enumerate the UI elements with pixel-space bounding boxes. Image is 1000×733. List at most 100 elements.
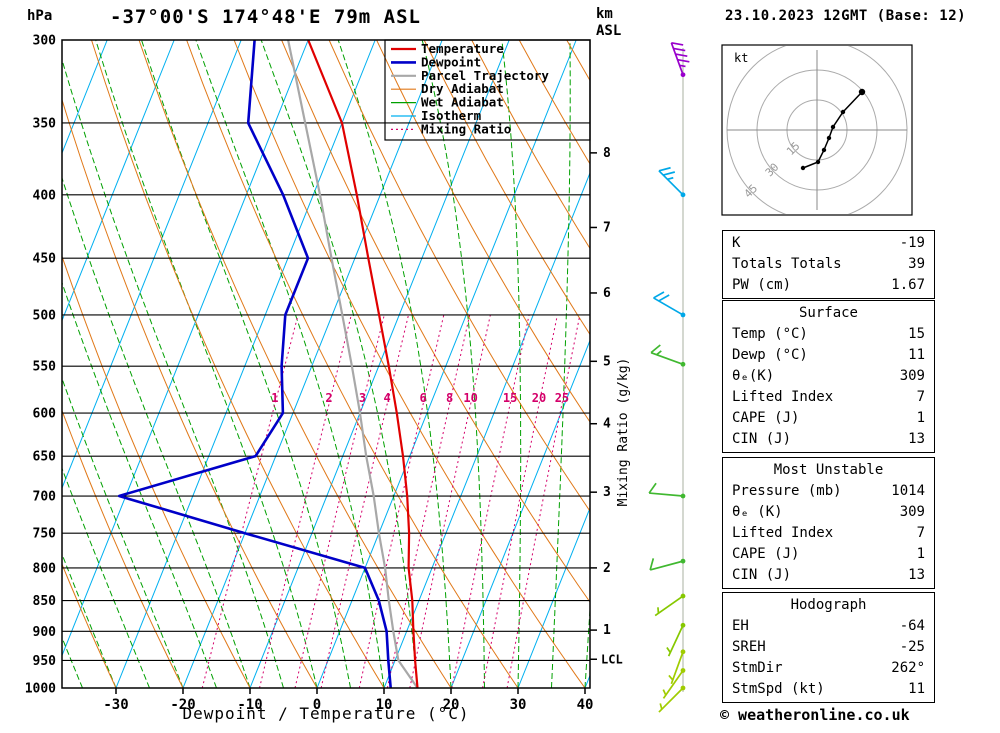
hodograph-point bbox=[821, 147, 827, 153]
x-axis-label: Dewpoint / Temperature (°C) bbox=[182, 704, 470, 723]
stat-value: 7 bbox=[916, 389, 925, 405]
temp-tick-label: -20 bbox=[170, 697, 195, 713]
mixing-ratio-label: 3 bbox=[359, 391, 366, 405]
stat-row: CAPE (J) 1 bbox=[723, 544, 934, 565]
km-tick-label: 8 bbox=[603, 146, 611, 161]
stat-label: StmDir bbox=[732, 660, 783, 676]
stat-row: Totals Totals 39 bbox=[723, 254, 934, 275]
panel-title: Most Unstable bbox=[773, 462, 884, 478]
lcl-label: LCL bbox=[601, 652, 623, 666]
stat-label: Pressure (mb) bbox=[732, 483, 842, 499]
stat-value: 1014 bbox=[891, 483, 925, 499]
stat-label: Lifted Index bbox=[732, 389, 834, 405]
km-tick-label: 6 bbox=[603, 286, 611, 301]
panel-title: Hodograph bbox=[790, 597, 867, 613]
hodograph-point bbox=[858, 88, 866, 96]
run-datetime: 23.10.2023 12GMT (Base: 12) bbox=[725, 8, 967, 24]
stat-value: 13 bbox=[908, 567, 925, 583]
hodograph-point bbox=[830, 124, 836, 130]
stat-value: 1 bbox=[916, 546, 925, 562]
mixing-ratio-lines bbox=[201, 314, 581, 688]
pressure-tick-label: 1000 bbox=[25, 682, 56, 697]
stat-row: Pressure (mb) 1014 bbox=[723, 481, 934, 502]
pressure-tick-label: 550 bbox=[33, 360, 57, 375]
stat-row: K -19 bbox=[723, 233, 934, 254]
mixing-ratio-axis-label: Mixing Ratio (g/kg) bbox=[616, 358, 631, 507]
stat-label: CIN (J) bbox=[732, 567, 792, 583]
height-axis-unit: km ASL bbox=[596, 6, 621, 40]
wind-barbs bbox=[648, 41, 690, 713]
mixing-ratio-label: 20 bbox=[532, 391, 546, 405]
mixing-ratio-label: 10 bbox=[463, 391, 477, 405]
hodograph-point bbox=[815, 159, 821, 165]
temp-tick-label: -10 bbox=[237, 697, 262, 713]
stat-value: -25 bbox=[899, 639, 925, 655]
temperature-line bbox=[307, 40, 419, 688]
legend-label: Dry Adiabat bbox=[421, 81, 504, 96]
stat-label: Temp (°C) bbox=[732, 326, 808, 342]
temp-tick-label: -30 bbox=[103, 697, 128, 713]
stat-label: SREH bbox=[732, 639, 766, 655]
legend-label: Wet Adiabat bbox=[421, 95, 504, 110]
stat-value: 262° bbox=[891, 660, 925, 676]
dewpoint-line bbox=[117, 40, 393, 688]
panel-title: Surface bbox=[798, 305, 858, 321]
stat-value: -64 bbox=[899, 618, 925, 634]
mixing-ratio-label: 6 bbox=[420, 391, 427, 405]
height-axis-unit-asl: ASL bbox=[596, 23, 622, 39]
stat-row: CAPE (J) 1 bbox=[723, 408, 934, 429]
stat-value: -19 bbox=[899, 235, 925, 251]
stat-row: Lifted Index 7 bbox=[723, 523, 934, 544]
legend-label: Dewpoint bbox=[421, 54, 481, 69]
legend-label: Parcel Trajectory bbox=[421, 68, 549, 83]
stat-label: θₑ(K) bbox=[732, 368, 775, 384]
temp-tick-label: 20 bbox=[443, 697, 460, 713]
isotherms bbox=[62, 40, 590, 688]
panel-hodograph: Hodograph EH -64 SREH -25 StmDir 262° StmSpd (k… bbox=[722, 592, 935, 703]
panel-most-unstable: Most Unstable Pressure (mb) 1014 θₑ (K) 309 L… bbox=[722, 457, 935, 589]
panel-indices: K -19 Totals Totals 39 PW (cm) 1.67 bbox=[722, 230, 935, 299]
hodograph-point bbox=[826, 135, 832, 141]
stat-value: 1.67 bbox=[891, 277, 925, 293]
mixing-ratio-label: 15 bbox=[503, 391, 517, 405]
stat-row: Temp (°C) 15 bbox=[723, 324, 934, 345]
temp-axis: -30 -20 -10 0 10 20 30 40 bbox=[103, 688, 593, 713]
mixing-ratio-label: 25 bbox=[555, 391, 569, 405]
stat-value: 1 bbox=[916, 410, 925, 426]
stat-value: 11 bbox=[908, 681, 925, 697]
stat-row: PW (cm) 1.67 bbox=[723, 275, 934, 296]
temp-tick-label: 40 bbox=[577, 697, 594, 713]
km-tick-label: 7 bbox=[603, 220, 611, 235]
stat-row: EH -64 bbox=[723, 616, 934, 637]
stat-value: 309 bbox=[899, 368, 925, 384]
stat-row: CIN (J) 13 bbox=[723, 429, 934, 450]
legend-label: Temperature bbox=[421, 41, 504, 56]
stat-row: StmDir 262° bbox=[723, 658, 934, 679]
stat-row: Lifted Index 7 bbox=[723, 387, 934, 408]
pressure-tick-label: 400 bbox=[33, 188, 57, 203]
km-tick-label: 4 bbox=[603, 417, 611, 432]
stat-label: CAPE (J) bbox=[732, 410, 800, 426]
hodograph-point bbox=[840, 109, 846, 115]
stat-label: K bbox=[732, 235, 741, 251]
stat-label: θₑ (K) bbox=[732, 504, 783, 520]
stat-row: Dewp (°C) 11 bbox=[723, 345, 934, 366]
stat-label: Dewp (°C) bbox=[732, 347, 808, 363]
km-tick-label: 3 bbox=[603, 485, 611, 500]
parcel-trajectory-line bbox=[287, 40, 419, 688]
temp-tick-label: 10 bbox=[376, 697, 393, 713]
mixing-ratio-label: 8 bbox=[446, 391, 453, 405]
station-title: -37°00'S 174°48'E 79m ASL bbox=[110, 6, 421, 28]
km-tick-label: 1 bbox=[603, 623, 611, 638]
wet-adiabats bbox=[62, 40, 590, 688]
height-axis: 8 7 6 5 4 3 2 1 LCL Mixing Ratio (g/kg) bbox=[590, 146, 631, 666]
mixing-ratio-label: 2 bbox=[325, 391, 332, 405]
mixing-ratio-label: 4 bbox=[384, 391, 391, 405]
pressure-tick-label: 600 bbox=[33, 407, 57, 422]
pressure-tick-label: 350 bbox=[33, 116, 57, 131]
stat-label: Lifted Index bbox=[732, 525, 834, 541]
pressure-axis-unit: hPa bbox=[27, 8, 53, 24]
stat-value: 7 bbox=[916, 525, 925, 541]
